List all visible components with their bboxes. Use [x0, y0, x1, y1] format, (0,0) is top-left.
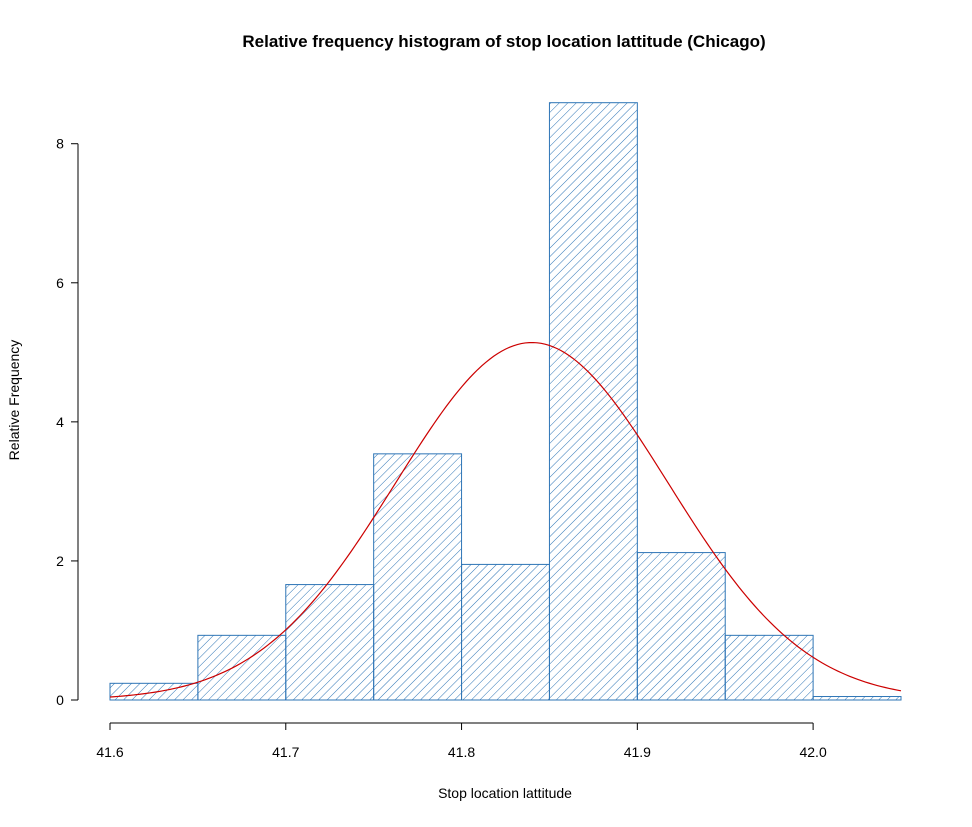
histogram-bar-8	[812, 696, 902, 701]
x-tick-label: 41.8	[448, 744, 475, 760]
chart-title: Relative frequency histogram of stop loc…	[242, 32, 765, 51]
x-tick-label: 41.6	[96, 744, 123, 760]
x-tick-label: 41.9	[624, 744, 651, 760]
y-tick-label: 4	[56, 414, 64, 430]
y-axis: 0 2 4 6 8	[56, 136, 79, 708]
y-tick-label: 2	[56, 553, 64, 569]
x-tick-label: 41.7	[272, 744, 299, 760]
y-tick-label: 6	[56, 275, 64, 291]
histogram-bar-1	[197, 634, 287, 701]
y-tick-label: 0	[56, 692, 64, 708]
x-axis-label: Stop location lattitude	[438, 785, 572, 801]
histogram-bar-4	[461, 563, 550, 701]
x-tick-label: 42.0	[799, 744, 826, 760]
y-axis-label: Relative Frequency	[6, 340, 22, 461]
histogram-bar-6	[636, 552, 726, 701]
histogram-bar-3	[373, 453, 463, 701]
histogram-bar-2	[285, 584, 375, 701]
normal-density-curve	[109, 341, 902, 698]
histogram-bars	[109, 102, 902, 701]
histogram-bar-5	[548, 102, 638, 701]
x-axis: 41.6 41.7 41.8 41.9 42.0	[96, 722, 827, 760]
y-tick-label: 8	[56, 136, 64, 152]
density-curve-layer	[109, 341, 902, 698]
histogram-bar-7	[724, 634, 814, 701]
